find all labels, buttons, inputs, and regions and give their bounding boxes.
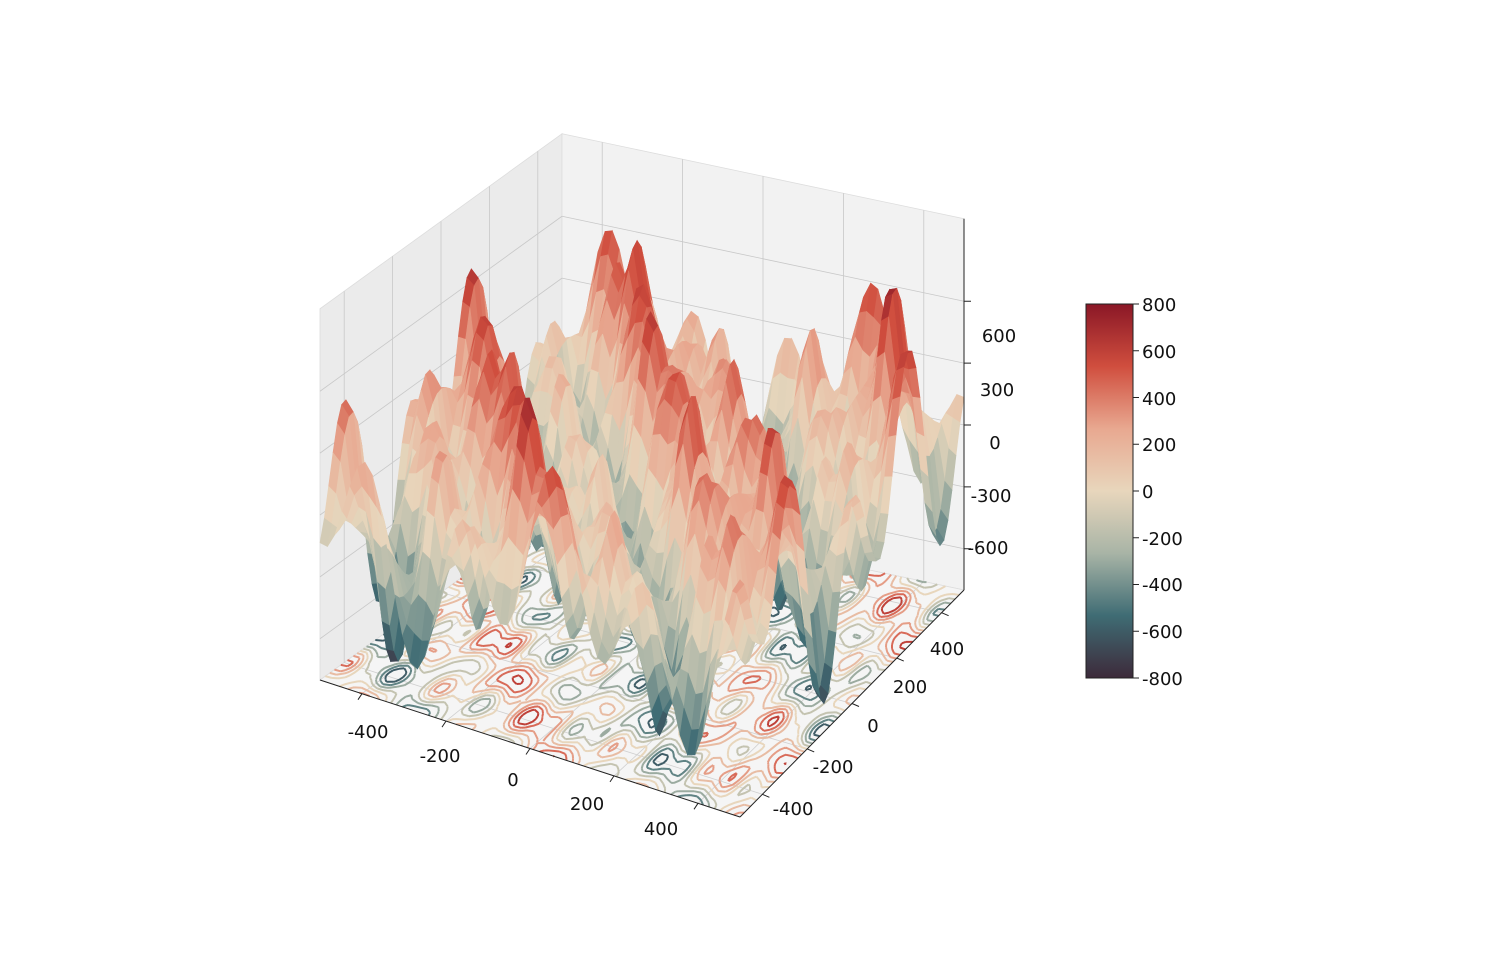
x-tick-mark [525,748,531,755]
x-tick-mark [441,720,447,728]
x-tick-mark [693,803,699,810]
z-tick-label: -600 [968,538,1009,559]
colorbar-tick-label: -400 [1142,575,1183,596]
colorbar-tick-label: 0 [1142,482,1153,503]
x-tick-label: -200 [420,746,461,767]
gridline-z-left [319,215,563,392]
x-tick-label: 0 [507,770,518,791]
colorbar-tick-label: 400 [1142,389,1176,410]
x-tick-label: 200 [570,794,604,815]
colorbar-tick-label: -800 [1142,669,1183,690]
z-tick-label: 600 [982,326,1016,347]
colorbar-tick-label: 800 [1142,295,1176,316]
z-tick-label: 300 [980,380,1014,401]
z-axis-ticks: -600 -300 0 300 600 [968,326,1017,559]
surface-patch [732,579,745,594]
z-tick-label: -300 [971,486,1012,507]
y-tick-label: 400 [930,639,964,660]
colorbar-tick-label: -200 [1142,529,1183,550]
colorbar-tick-label: 200 [1142,435,1176,456]
x-tick-mark [609,775,615,783]
y-tick-mark [896,657,904,662]
colorbar-tick-label: 600 [1142,342,1176,363]
y-tick-mark [762,793,770,798]
y-tick-label: 200 [893,677,927,698]
y-tick-mark [807,748,815,753]
y-tick-mark [851,703,860,707]
surface-plot [319,229,965,756]
y-tick-label: 0 [867,716,878,737]
gridline-z-left [319,277,563,454]
z-tick-label: 0 [989,433,1000,454]
y-tick-label: -200 [813,757,854,778]
x-tick-label: -400 [348,722,389,743]
gridline-z-back [561,215,965,302]
x-tick-mark [357,693,363,700]
x-axis-ticks: -400 -200 0 200 400 [348,722,679,840]
axis-lines [319,218,971,818]
x-tick-label: 400 [644,819,678,840]
colorbar [1085,303,1134,679]
y-tick-label: -400 [773,799,814,820]
colorbar-ticks: 800 600 400 200 0 -200 -400 -600 -800 [1133,295,1183,690]
y-axis-ticks: -400 -200 0 200 400 [773,639,965,820]
y-tick-mark [941,612,949,617]
colorbar-tick-label: -600 [1142,622,1183,643]
